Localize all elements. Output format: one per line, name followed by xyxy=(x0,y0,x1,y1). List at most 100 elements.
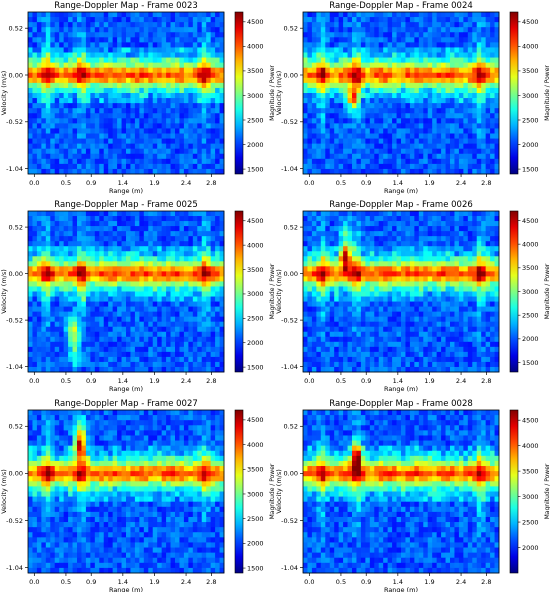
heatmap-cell xyxy=(99,306,105,313)
heatmap-cell xyxy=(157,266,163,272)
heatmap-cell xyxy=(99,211,105,217)
heatmap-cell xyxy=(325,57,331,64)
heatmap-cell xyxy=(463,133,469,139)
heatmap-cell xyxy=(329,153,335,160)
heatmap-cell xyxy=(427,251,433,257)
heatmap-cell xyxy=(347,17,353,23)
heatmap-cell xyxy=(112,77,118,84)
heatmap-cell xyxy=(36,153,42,160)
heatmap-cell xyxy=(472,153,478,160)
heatmap-cell xyxy=(454,32,460,38)
heatmap-cell xyxy=(94,291,100,297)
heatmap-cell xyxy=(72,261,78,267)
heatmap-cell xyxy=(206,226,212,232)
heatmap-cell xyxy=(311,22,317,28)
heatmap-cell xyxy=(188,163,194,170)
heatmap-cell xyxy=(175,22,180,28)
heatmap-cell xyxy=(405,266,411,272)
colorbar-tick-label: 1500 xyxy=(522,165,539,173)
heatmap-cell xyxy=(63,211,69,217)
heatmap-cell xyxy=(490,221,495,227)
heatmap-cell xyxy=(103,118,109,124)
heatmap-cell xyxy=(374,128,380,134)
heatmap-cell xyxy=(418,103,424,109)
heatmap-cell xyxy=(396,62,402,69)
heatmap-cell xyxy=(90,52,96,58)
heatmap-cell xyxy=(72,72,78,79)
heatmap-cell xyxy=(445,148,451,155)
heatmap-cell xyxy=(463,72,469,79)
heatmap-cell xyxy=(445,57,451,64)
heatmap-cell xyxy=(77,82,82,89)
heatmap-cell xyxy=(481,82,487,89)
heatmap-cell xyxy=(329,128,335,134)
heatmap-cell xyxy=(219,271,225,277)
heatmap-cell xyxy=(311,62,317,69)
heatmap-cell xyxy=(192,42,198,48)
heatmap-cell xyxy=(54,341,60,348)
heatmap-cell xyxy=(126,158,131,165)
heatmap-cell xyxy=(206,27,212,33)
heatmap-cell xyxy=(485,163,491,170)
heatmap-cell xyxy=(148,118,154,124)
heatmap-cell xyxy=(418,251,424,257)
heatmap-cell xyxy=(472,57,478,64)
heatmap-cell xyxy=(396,27,402,33)
heatmap-cell xyxy=(418,261,424,267)
heatmap-cell xyxy=(405,231,411,237)
heatmap-cell xyxy=(90,17,96,23)
heatmap-cell xyxy=(303,143,308,150)
heatmap-cell xyxy=(307,12,313,18)
heatmap-cell xyxy=(117,17,122,23)
heatmap-cell xyxy=(347,261,353,267)
heatmap-cell xyxy=(130,261,136,267)
heatmap-cell xyxy=(148,306,154,313)
heatmap-cell xyxy=(166,241,171,247)
heatmap-cell xyxy=(423,113,429,119)
heatmap-cell xyxy=(50,266,56,272)
heatmap-cell xyxy=(81,77,87,84)
heatmap-cell xyxy=(99,57,105,64)
heatmap-cell xyxy=(32,336,38,343)
heatmap-cell xyxy=(36,22,42,28)
heatmap-cell xyxy=(130,326,136,333)
heatmap-cell xyxy=(32,148,38,155)
heatmap-cell xyxy=(338,113,344,119)
heatmap-cell xyxy=(197,226,203,232)
heatmap-cell xyxy=(450,52,455,58)
heatmap-cell xyxy=(45,62,51,69)
heatmap-cell xyxy=(343,236,348,242)
heatmap-cell xyxy=(157,108,163,114)
heatmap-cell xyxy=(360,113,366,119)
heatmap-cell xyxy=(206,361,212,368)
heatmap-cell xyxy=(103,276,109,282)
heatmap-cell xyxy=(414,37,420,43)
heatmap-cell xyxy=(369,22,375,28)
heatmap-cell xyxy=(175,326,180,333)
heatmap-cell xyxy=(215,321,220,328)
heatmap-cell xyxy=(445,93,451,99)
heatmap-cell xyxy=(188,336,194,343)
heatmap-cell xyxy=(206,93,212,99)
heatmap-cell xyxy=(343,52,348,58)
heatmap-cell xyxy=(352,261,357,267)
heatmap-cell xyxy=(108,336,114,343)
heatmap-cell xyxy=(192,241,198,247)
heatmap-cell xyxy=(148,72,154,79)
heatmap-cell xyxy=(347,123,353,129)
heatmap-cell xyxy=(374,251,380,257)
heatmap-cell xyxy=(467,87,473,94)
heatmap-cell xyxy=(320,276,326,282)
heatmap-cell xyxy=(454,42,460,48)
heatmap-cell xyxy=(166,276,171,282)
heatmap-cell xyxy=(134,37,140,43)
heatmap-cell xyxy=(427,148,433,155)
heatmap-cell xyxy=(36,98,42,104)
heatmap-cell xyxy=(81,103,87,109)
heatmap-cell xyxy=(28,216,33,222)
heatmap-cell xyxy=(152,321,158,328)
heatmap-cell xyxy=(50,301,56,307)
heatmap-cell xyxy=(219,281,225,287)
heatmap-cell xyxy=(338,281,344,287)
heatmap-cell xyxy=(45,93,51,99)
